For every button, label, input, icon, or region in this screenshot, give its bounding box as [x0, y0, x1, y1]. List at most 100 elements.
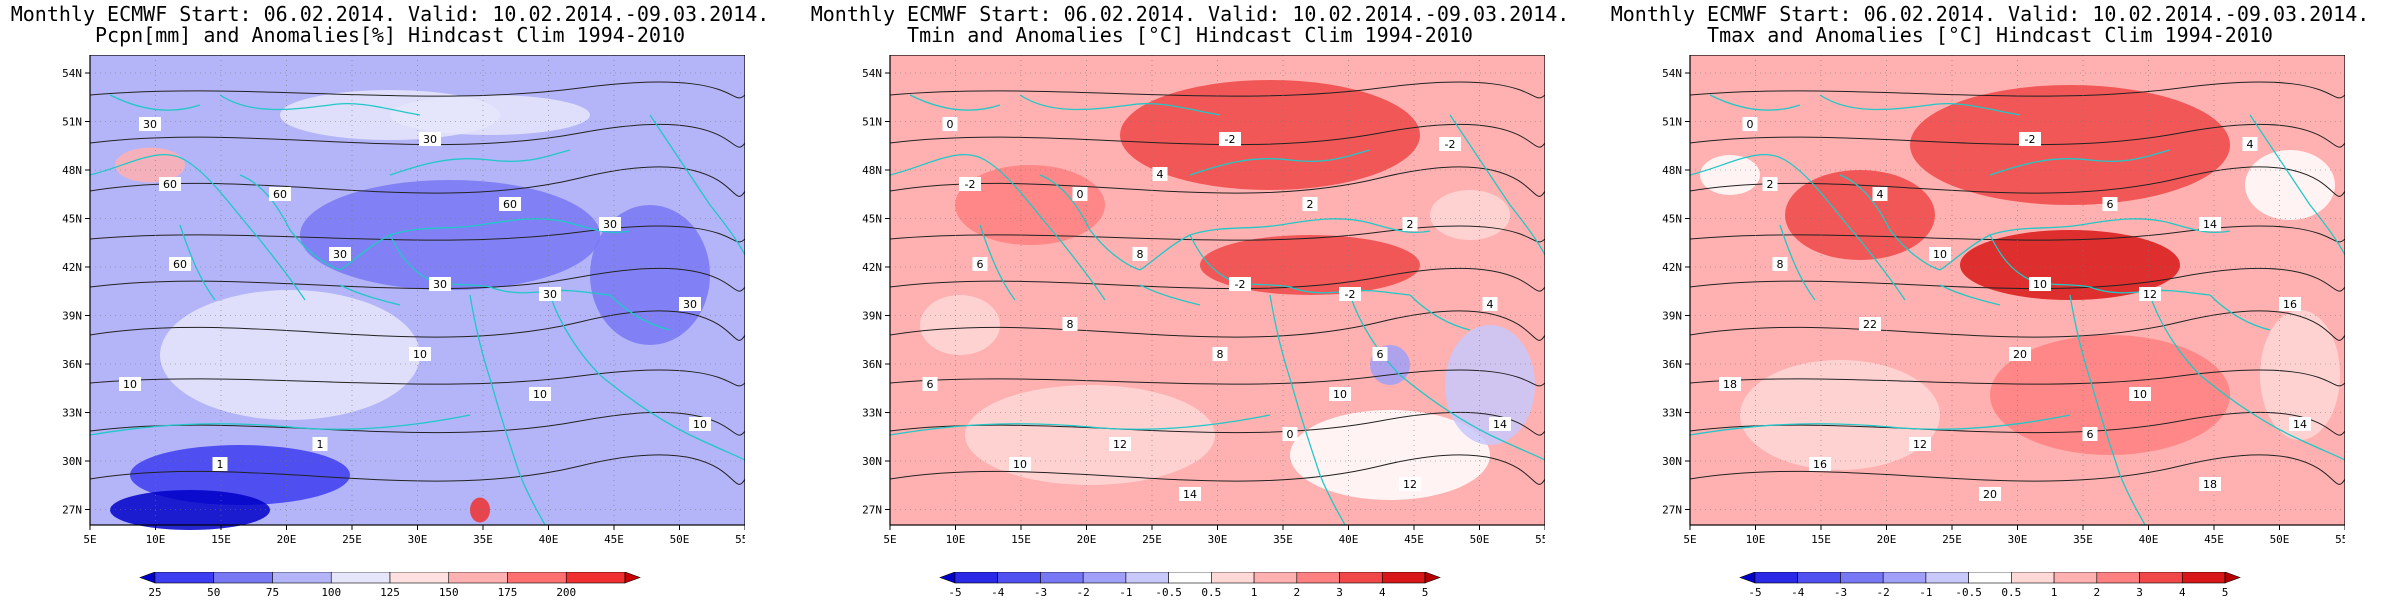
lat-tick-label: 33N — [862, 407, 882, 420]
contour-label-bg — [1339, 287, 1361, 301]
lon-tick-label: 25E — [1142, 533, 1162, 546]
colorbar-label: 175 — [498, 586, 518, 599]
colorbar-swatch — [213, 572, 273, 584]
contour-label: 6 — [927, 378, 934, 391]
coastline — [1269, 294, 1346, 526]
colorbar-swatch — [1882, 572, 1927, 584]
contour-label: 10 — [1933, 248, 1947, 261]
coastline — [1139, 284, 1201, 306]
contour-label: 60 — [163, 178, 177, 191]
colorbar-label: -2 — [1077, 586, 1090, 599]
colorbar-label: 1 — [1251, 586, 1258, 599]
coastline — [1689, 153, 1906, 301]
contour-label-bg — [2082, 427, 2098, 441]
contour-label-bg — [1402, 217, 1418, 231]
lon-tick-label: 40E — [2139, 533, 2159, 546]
coastline — [469, 294, 546, 526]
contour-label: 4 — [1877, 188, 1884, 201]
coastline — [219, 94, 421, 116]
lon-tick-label: 55E — [2335, 533, 2345, 546]
contour-label: 2 — [1407, 218, 1414, 231]
contour-label: 4 — [1487, 298, 1494, 311]
lat-tick-label: 51N — [1662, 116, 1682, 129]
panel-title-line1: Monthly ECMWF Start: 06.02.2014. Valid: … — [1610, 2, 2370, 26]
contour-label-bg — [1482, 297, 1498, 311]
coastline — [339, 284, 401, 306]
contour-label: 0 — [1287, 428, 1294, 441]
colorbar-label: 200 — [556, 586, 576, 599]
coastline — [1449, 114, 1545, 256]
lat-tick-label: 54N — [62, 67, 82, 80]
lon-tick-label: 30E — [2008, 533, 2028, 546]
contour-label-bg — [942, 117, 958, 131]
anomaly-area — [470, 497, 490, 523]
contour-label: 6 — [2087, 428, 2094, 441]
coastline — [1349, 294, 1545, 461]
contour-label-bg — [269, 187, 291, 201]
panel-tmin: Monthly ECMWF Start: 06.02.2014. Valid: … — [800, 0, 1580, 600]
contour-label: 10 — [1333, 388, 1347, 401]
colorbar-arrow-high — [1424, 572, 1441, 584]
colorbar-swatch — [154, 572, 215, 584]
lat-tick-label: 45N — [1662, 213, 1682, 226]
colorbar-swatch — [272, 572, 332, 584]
colorbar-swatch — [997, 572, 1041, 584]
contour-label-bg — [1372, 347, 1388, 361]
contour-label-bg — [1719, 377, 1741, 391]
contour-label-bg — [2129, 387, 2151, 401]
lon-tick-label: 5E — [83, 533, 96, 546]
colorbar-swatch — [2096, 572, 2140, 584]
colorbar-label: 2 — [1294, 586, 1301, 599]
lat-tick-label: 27N — [1662, 504, 1682, 517]
colorbar-label: 2 — [2094, 586, 2101, 599]
contour-line — [89, 310, 745, 341]
contour-label: 0 — [947, 118, 954, 131]
contour-label: -2 — [1345, 288, 1356, 301]
colorbar-label: -4 — [991, 586, 1005, 599]
lat-tick-label: 54N — [1662, 67, 1682, 80]
lon-tick-label: 45E — [2204, 533, 2224, 546]
lon-tick-label: 15E — [1011, 533, 1031, 546]
colorbar-arrow-high — [624, 572, 641, 584]
coastline — [479, 218, 631, 234]
colorbar-label: -1 — [1919, 586, 1932, 599]
contour-label-bg — [539, 287, 561, 301]
contour-label: 12 — [1913, 438, 1927, 451]
colorbar-swatch — [1754, 572, 1799, 584]
colorbar-label: 3 — [2136, 586, 2143, 599]
coastline — [1039, 174, 1141, 271]
contour-label-bg — [139, 117, 161, 131]
colorbar-label: 3 — [1336, 586, 1343, 599]
contour-label-bg — [1979, 487, 2001, 501]
colorbar-label: 150 — [439, 586, 459, 599]
coastline — [389, 149, 571, 176]
map-tmax: 0 -2 2 4 6 8 10 10 12 14 16 18 20 10 12 14 16 18 20 22 4 6 54N… — [1662, 55, 2345, 546]
contour-label-bg — [1929, 247, 1951, 261]
colorbar-label: -0.5 — [1155, 586, 1182, 599]
contour-label-bg — [1742, 117, 1758, 131]
colorbar-label: 125 — [380, 586, 400, 599]
lat-tick-label: 30N — [862, 455, 882, 468]
lat-tick-label: 48N — [862, 164, 882, 177]
lon-tick-label: 15E — [1811, 533, 1831, 546]
lat-tick-label: 39N — [862, 310, 882, 323]
contour-label: 4 — [1157, 168, 1164, 181]
colorbar-swatch — [2053, 572, 2098, 584]
contour-label-bg — [1009, 457, 1031, 471]
contour-label: 30 — [143, 118, 157, 131]
colorbar-arrow-low — [1739, 572, 1756, 584]
contour-label-bg — [212, 457, 228, 471]
lat-tick-label: 39N — [62, 310, 82, 323]
contour-line — [1689, 123, 2345, 148]
contour-line — [889, 369, 1545, 387]
contour-label: 1 — [317, 438, 324, 451]
colorbar-label: -1 — [1119, 586, 1132, 599]
contour-label: 8 — [1777, 258, 1784, 271]
colorbar-swatch — [1968, 572, 2012, 584]
coastline — [1819, 94, 2021, 116]
contour-label: 10 — [533, 388, 547, 401]
anomaly-area — [1990, 335, 2230, 455]
contour-label: 10 — [1013, 458, 1027, 471]
contour-line — [889, 81, 1545, 99]
panel-title-line2: Tmin and Anomalies [°C] Hindcast Clim 19… — [907, 23, 1473, 47]
